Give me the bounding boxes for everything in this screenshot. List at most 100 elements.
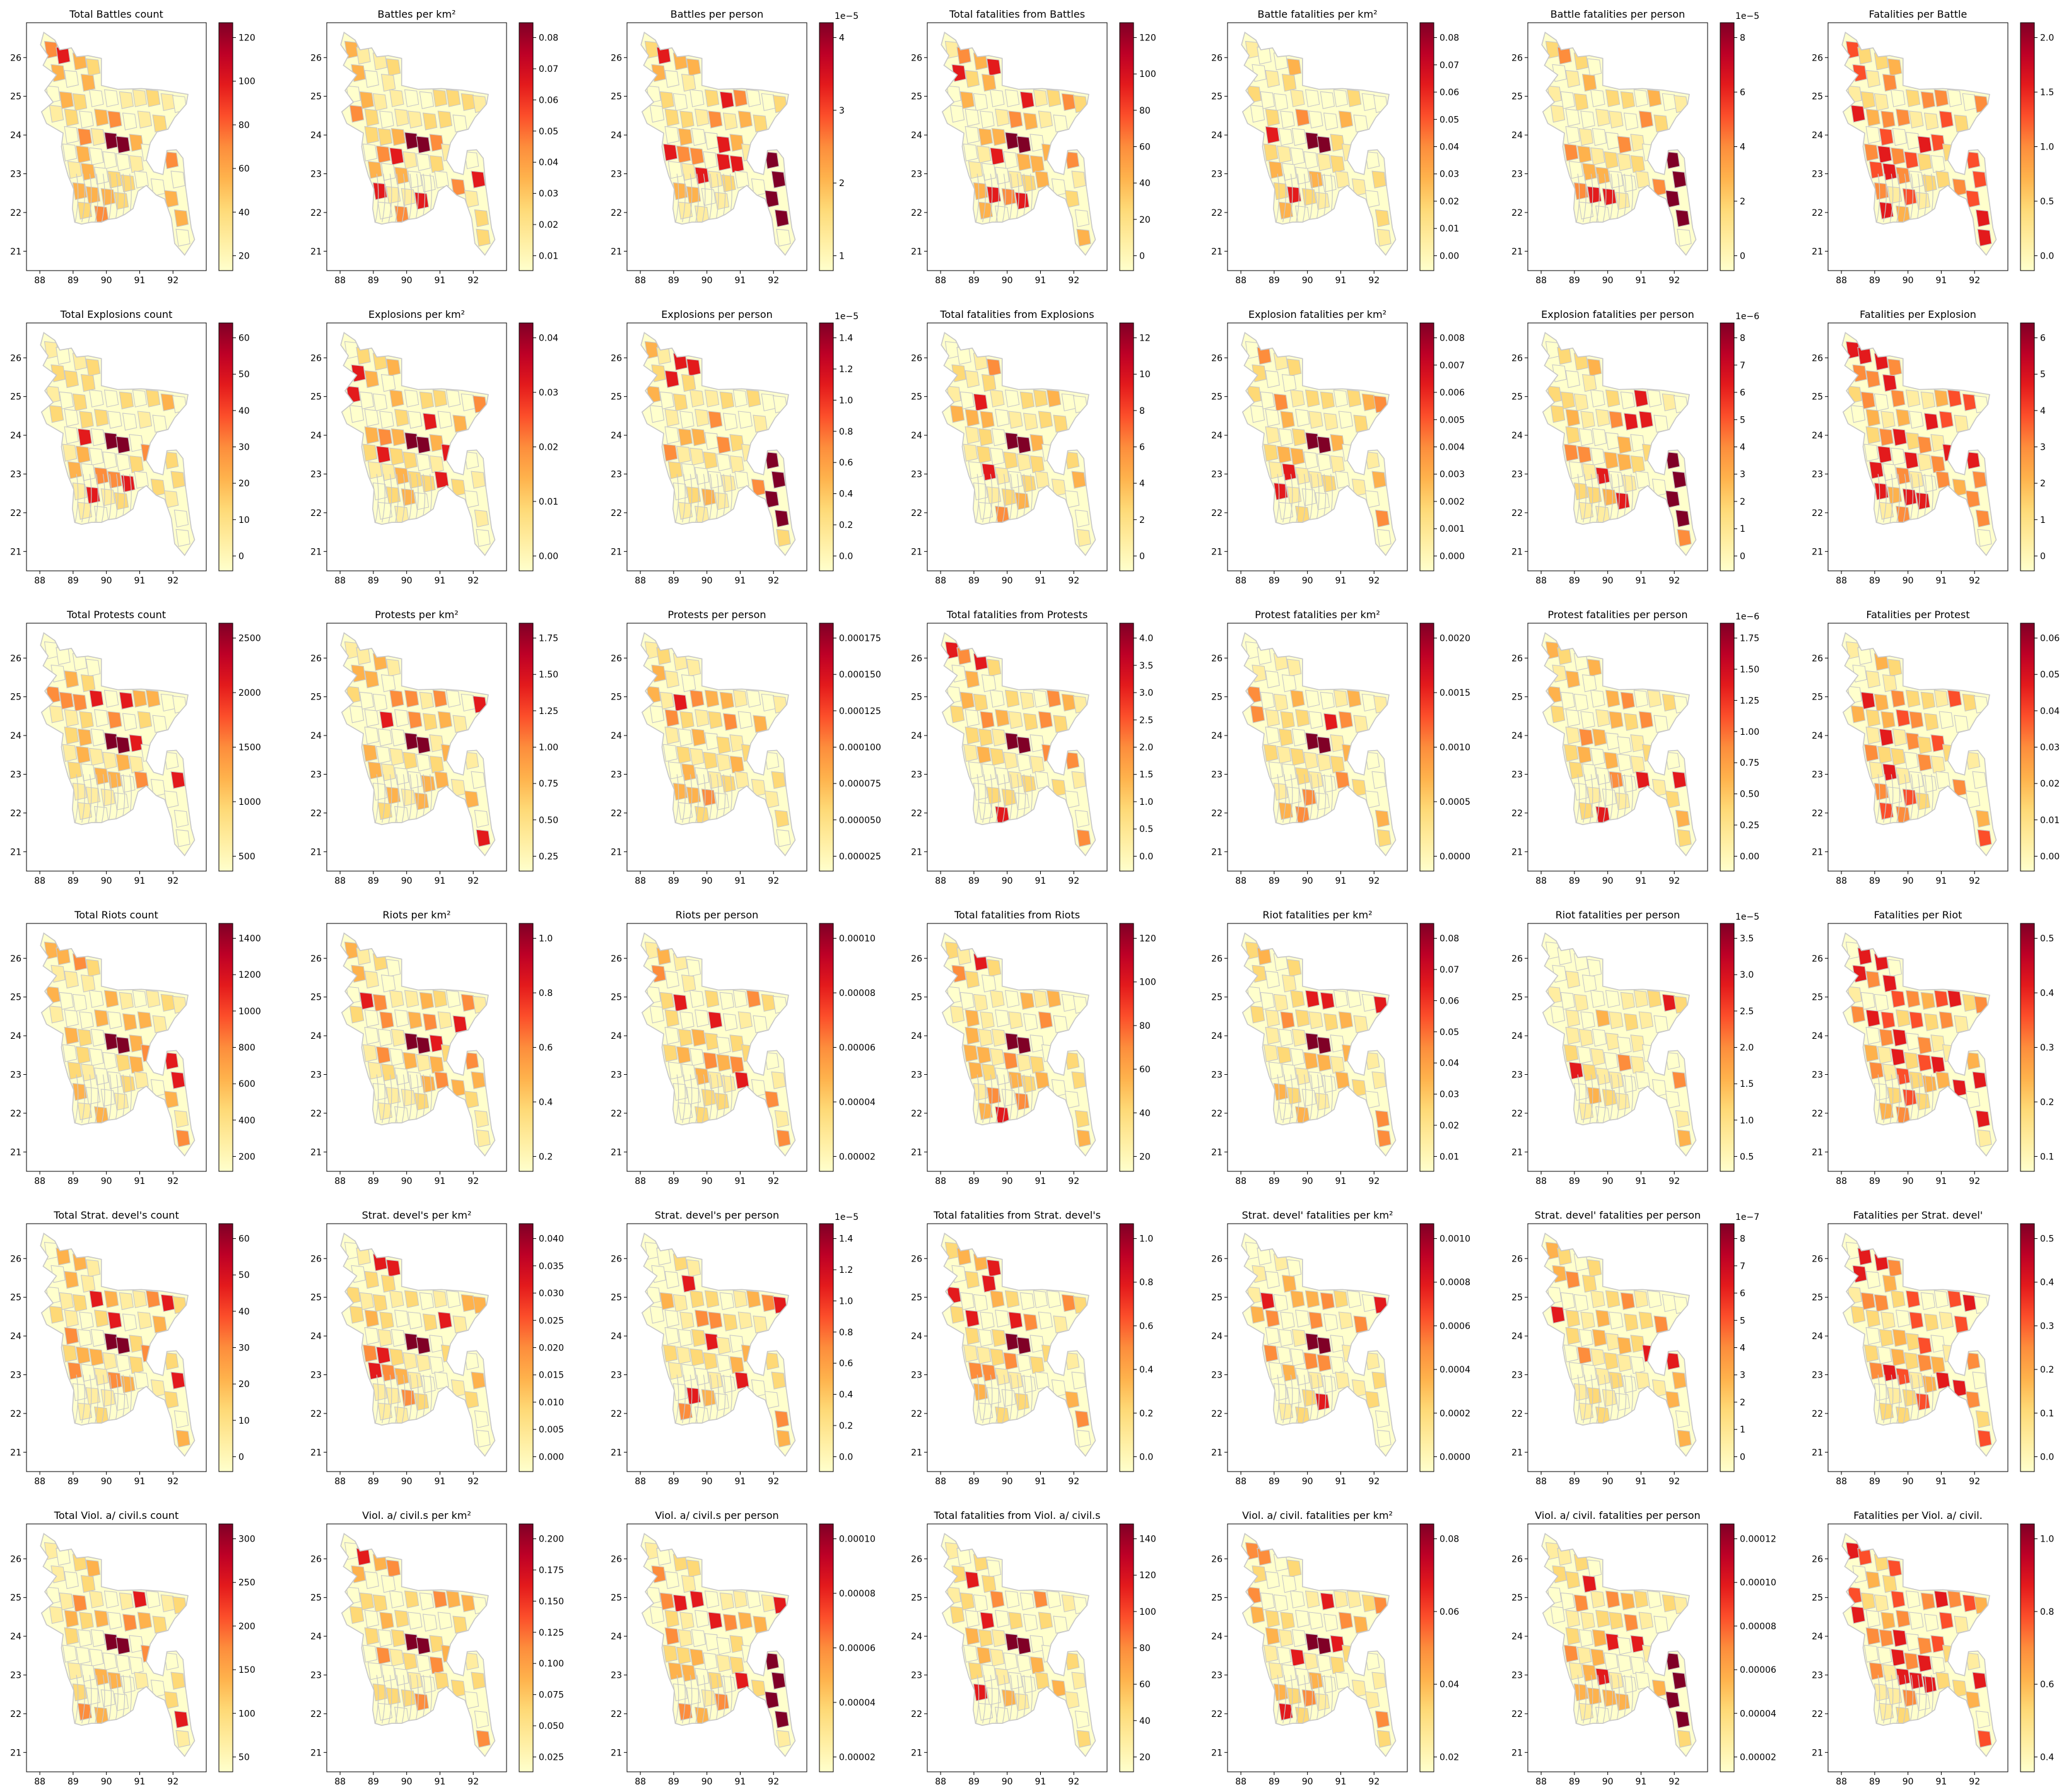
colorbar-tick-label: 0.25 (1740, 821, 1759, 831)
x-tick-label: 91 (435, 876, 446, 886)
x-tick-label: 91 (1035, 576, 1047, 586)
district-region (1653, 114, 1668, 132)
district-region (722, 112, 738, 131)
district-region (1263, 744, 1279, 762)
district-region (1902, 1089, 1918, 1107)
district-region (1896, 108, 1911, 127)
district-region (1595, 1668, 1610, 1686)
district-region (102, 1352, 117, 1371)
y-tick-label: 25 (1511, 1293, 1523, 1303)
district-region (1295, 1610, 1310, 1628)
district-region (1573, 1594, 1589, 1613)
district-region (114, 492, 129, 510)
x-tick-label: 92 (1368, 576, 1380, 586)
x-tick-label: 92 (1368, 276, 1380, 286)
y-tick-label: 26 (1211, 53, 1223, 63)
x-tick-label: 91 (1335, 1176, 1347, 1186)
district-region (380, 374, 396, 392)
y-tick-label: 25 (1812, 993, 1823, 1003)
y-tick-label: 24 (611, 731, 622, 741)
district-region (1268, 1662, 1284, 1680)
colorbar-tick-label: 0.05 (1440, 115, 1459, 125)
district-region (1865, 108, 1880, 127)
district-region (364, 409, 379, 427)
x-tick-label: 91 (1936, 1777, 1947, 1787)
district-region (1004, 1033, 1020, 1051)
district-region (1609, 110, 1624, 129)
district-region (732, 990, 748, 1008)
district-region (716, 436, 731, 454)
district-region (986, 486, 1002, 505)
district-region (721, 174, 736, 193)
district-region (1008, 411, 1023, 429)
x-tick-label: 92 (1068, 276, 1079, 286)
district-region (1305, 132, 1320, 150)
district-region (77, 201, 93, 220)
y-tick-label: 24 (310, 1031, 322, 1041)
district-region (1977, 1730, 1992, 1748)
district-region (1038, 1311, 1053, 1330)
district-region (986, 186, 1002, 204)
y-tick-label: 22 (1511, 508, 1523, 518)
y-tick-label: 25 (911, 693, 922, 703)
district-region (1353, 114, 1368, 132)
district-region (170, 771, 185, 789)
district-region (1892, 1029, 1908, 1047)
district-region (676, 1046, 691, 1064)
district-region (703, 751, 718, 770)
district-region (1581, 1364, 1597, 1382)
district-region (1930, 1055, 1945, 1074)
colorbar-tick-label: 8 (1139, 406, 1145, 416)
district-region (1975, 1410, 1991, 1429)
district-region (372, 1594, 388, 1613)
district-region (1568, 161, 1584, 179)
district-region (1260, 1292, 1275, 1310)
x-tick-label: 92 (1668, 1477, 1680, 1487)
district-region (1638, 1311, 1654, 1330)
panel-title: Protest fatalities per person (1547, 609, 1687, 621)
district-region (1016, 736, 1031, 754)
district-region (968, 1362, 983, 1380)
district-region (429, 134, 444, 152)
y-tick-label: 23 (611, 1670, 622, 1680)
district-region (1850, 1306, 1866, 1324)
y-tick-label: 21 (1211, 1448, 1223, 1458)
district-region (686, 58, 701, 76)
colorbar-tick-label: 0.125 (539, 1628, 564, 1638)
y-tick-label: 25 (1812, 1593, 1823, 1603)
district-region (664, 726, 679, 745)
colorbar-tick-label: 0.00004 (1740, 1709, 1776, 1719)
district-region (1290, 89, 1305, 107)
colorbar-tick-label: 0.00010 (839, 1535, 876, 1545)
district-region (1265, 409, 1280, 427)
x-tick-label: 90 (101, 276, 112, 286)
district-region (122, 1013, 138, 1031)
district-region (1265, 1571, 1280, 1590)
district-region (1933, 389, 1949, 407)
y-tick-label: 24 (1511, 131, 1523, 141)
district-region (990, 990, 1005, 1008)
district-region (445, 389, 461, 407)
district-region (1586, 1087, 1602, 1105)
district-region (1265, 709, 1280, 727)
district-region (1972, 1371, 1987, 1390)
district-region (1021, 775, 1036, 794)
district-region (1954, 414, 1969, 433)
district-region (734, 1371, 749, 1390)
district-region (89, 1290, 104, 1308)
district-region (1273, 782, 1289, 801)
district-region (1604, 1352, 1619, 1371)
district-region (695, 108, 710, 127)
x-tick-label: 91 (1936, 576, 1947, 586)
x-tick-label: 91 (1335, 576, 1347, 586)
district-region (1581, 163, 1597, 181)
district-region (77, 1029, 93, 1047)
district-region (1291, 1029, 1307, 1047)
district-region (1003, 451, 1018, 470)
district-region (1265, 370, 1280, 389)
district-region (1023, 1613, 1038, 1632)
district-region (107, 110, 122, 129)
district-region (1675, 1410, 1691, 1429)
